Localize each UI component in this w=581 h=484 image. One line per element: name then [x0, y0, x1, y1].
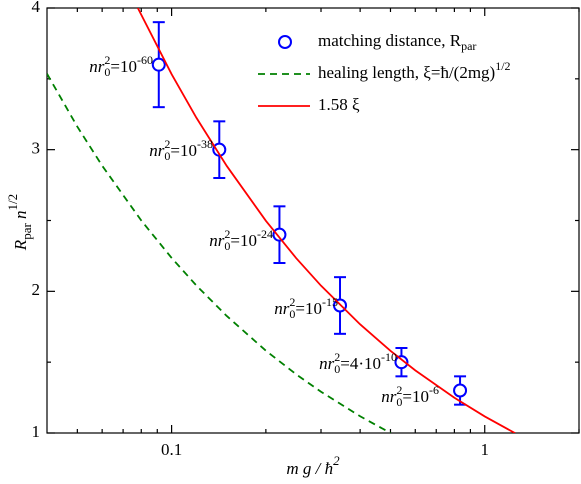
text-part: -6 — [429, 383, 439, 397]
annotation: nr02=10-60 — [89, 53, 153, 79]
data-point — [453, 383, 468, 398]
data-point — [394, 355, 409, 370]
text-part: nr — [89, 57, 105, 76]
text-part: nr — [209, 231, 225, 250]
curve — [137, 8, 516, 433]
text-part: 0 — [396, 395, 402, 409]
annotation: nr02=10-6 — [381, 383, 439, 409]
text-part: 1.58 ξ — [318, 95, 360, 114]
text-part: 2 — [289, 295, 295, 309]
data-point — [272, 227, 287, 242]
text-part: 0 — [104, 65, 110, 79]
text-part: 2 — [224, 227, 230, 241]
text-part: nr — [149, 141, 165, 160]
text-part: par — [461, 39, 476, 53]
text-part: =4·10 — [340, 354, 381, 373]
text-part: R — [11, 239, 30, 251]
text-part: =10 — [402, 387, 429, 406]
y-tick-label: 4 — [32, 0, 41, 16]
text-part: matching distance, R — [318, 31, 462, 50]
text-part: -15 — [322, 295, 338, 309]
text-part: par — [19, 223, 34, 240]
text-part: healing length, ξ=ħ/(2mg) — [318, 63, 495, 82]
text-part: 0 — [289, 307, 295, 321]
annotation: nr02=10-38 — [149, 137, 213, 163]
text-part: 2 — [396, 383, 402, 397]
x-tick-label: 1 — [480, 440, 489, 459]
y-tick-label: 3 — [32, 139, 41, 158]
text-part: =10 — [295, 299, 322, 318]
annotation: nr02=10-15 — [274, 295, 338, 321]
text-part: -24 — [257, 227, 273, 241]
data-point — [151, 57, 166, 72]
text-part: -10 — [381, 350, 397, 364]
text-part: 2 — [164, 137, 170, 151]
x-tick-label: 0.1 — [161, 440, 182, 459]
text-part: 1/2 — [495, 59, 510, 73]
y-axis-label: Rpar n1/2 — [5, 194, 34, 251]
y-tick-label: 2 — [32, 280, 41, 299]
plot-area — [47, 8, 516, 433]
text-part: nr — [274, 299, 290, 318]
legend-marker — [278, 35, 292, 49]
text-part: -38 — [197, 137, 213, 151]
curve — [47, 73, 391, 433]
legend-label: matching distance, Rpar — [318, 31, 476, 53]
annotation: nr02=10-24 — [209, 227, 273, 253]
text-part: -60 — [137, 53, 153, 67]
text-part: 1/2 — [5, 194, 20, 211]
x-axis-label: m g / ħ2 — [286, 453, 340, 478]
y-tick-label: 1 — [32, 422, 41, 441]
text-part: nr — [381, 387, 397, 406]
text-part: 2 — [334, 350, 340, 364]
text-part: m g / ħ — [286, 459, 333, 478]
text-part: =10 — [110, 57, 137, 76]
legend-label: healing length, ξ=ħ/(2mg)1/2 — [318, 59, 511, 82]
text-part: =10 — [230, 231, 257, 250]
text-part: 0 — [224, 239, 230, 253]
legend-label: 1.58 ξ — [318, 95, 360, 114]
text-part: =10 — [170, 141, 197, 160]
annotation: nr02=4·10-10 — [319, 350, 397, 376]
text-part: 0 — [334, 362, 340, 376]
text-part: 2 — [104, 53, 110, 67]
text-part: nr — [319, 354, 335, 373]
text-part: 0 — [164, 149, 170, 163]
text-part: n — [11, 210, 30, 223]
text-part: 2 — [333, 453, 340, 468]
